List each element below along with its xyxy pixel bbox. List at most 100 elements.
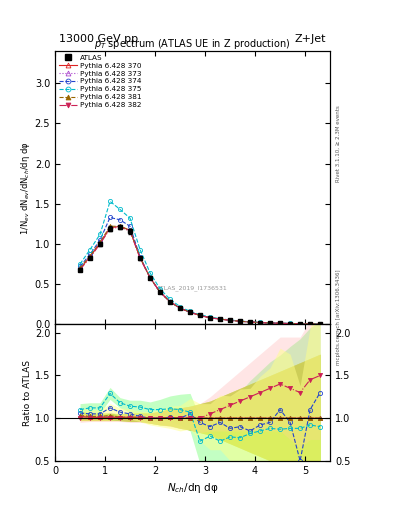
- Pythia 6.428 374: [108, 215, 112, 221]
- Pythia 6.428 382: [218, 316, 222, 322]
- Pythia 6.428 375: [78, 261, 83, 267]
- Pythia 6.428 374: [258, 319, 263, 326]
- Pythia 6.428 381: [168, 298, 173, 305]
- Pythia 6.428 381: [158, 289, 162, 295]
- Pythia 6.428 370: [298, 321, 303, 327]
- Pythia 6.428 374: [288, 321, 292, 327]
- Pythia 6.428 373: [178, 305, 182, 311]
- Pythia 6.428 375: [178, 304, 182, 310]
- Line: Pythia 6.428 374: Pythia 6.428 374: [78, 216, 322, 326]
- Pythia 6.428 375: [168, 296, 173, 303]
- Pythia 6.428 374: [128, 223, 132, 229]
- Pythia 6.428 375: [308, 321, 312, 327]
- Pythia 6.428 382: [128, 228, 132, 234]
- Y-axis label: Ratio to ATLAS: Ratio to ATLAS: [23, 359, 32, 425]
- Pythia 6.428 382: [138, 255, 142, 262]
- Pythia 6.428 381: [268, 320, 272, 326]
- Pythia 6.428 370: [78, 266, 83, 272]
- Pythia 6.428 382: [118, 224, 122, 230]
- Pythia 6.428 382: [98, 241, 103, 247]
- Pythia 6.428 370: [148, 274, 152, 281]
- Pythia 6.428 374: [88, 251, 92, 258]
- Pythia 6.428 373: [248, 319, 252, 325]
- Pythia 6.428 381: [98, 239, 103, 245]
- Pythia 6.428 373: [258, 319, 263, 326]
- Pythia 6.428 375: [298, 321, 303, 327]
- Pythia 6.428 382: [278, 320, 283, 326]
- Pythia 6.428 375: [108, 198, 112, 204]
- Text: 13000 GeV pp: 13000 GeV pp: [59, 33, 138, 44]
- Pythia 6.428 382: [108, 226, 112, 232]
- Pythia 6.428 374: [148, 274, 152, 281]
- Pythia 6.428 370: [88, 254, 92, 260]
- Pythia 6.428 373: [298, 321, 303, 327]
- Pythia 6.428 382: [318, 321, 323, 327]
- Pythia 6.428 374: [168, 298, 173, 305]
- Pythia 6.428 375: [228, 317, 232, 323]
- Pythia 6.428 373: [238, 318, 242, 324]
- Pythia 6.428 381: [298, 321, 303, 327]
- Pythia 6.428 381: [278, 320, 283, 326]
- Pythia 6.428 381: [88, 253, 92, 259]
- Pythia 6.428 370: [228, 317, 232, 323]
- Pythia 6.428 382: [268, 320, 272, 326]
- Line: Pythia 6.428 373: Pythia 6.428 373: [78, 224, 322, 326]
- Pythia 6.428 370: [288, 321, 292, 327]
- Pythia 6.428 374: [248, 319, 252, 325]
- Pythia 6.428 375: [318, 321, 323, 327]
- Pythia 6.428 370: [238, 318, 242, 324]
- Pythia 6.428 370: [198, 312, 202, 318]
- Pythia 6.428 375: [98, 231, 103, 238]
- Pythia 6.428 373: [78, 265, 83, 271]
- Pythia 6.428 370: [178, 305, 182, 311]
- Pythia 6.428 381: [238, 318, 242, 324]
- Pythia 6.428 382: [88, 254, 92, 261]
- Pythia 6.428 375: [198, 312, 202, 318]
- Pythia 6.428 373: [268, 320, 272, 326]
- Pythia 6.428 373: [88, 253, 92, 259]
- Line: Pythia 6.428 370: Pythia 6.428 370: [78, 224, 322, 326]
- Pythia 6.428 375: [88, 246, 92, 252]
- Pythia 6.428 374: [278, 320, 283, 326]
- Pythia 6.428 373: [188, 309, 193, 315]
- Pythia 6.428 370: [278, 320, 283, 326]
- Pythia 6.428 382: [208, 315, 213, 321]
- Y-axis label: 1/N$_{ev}$ dN$_{ev}$/dN$_{ch}$/dη dφ: 1/N$_{ev}$ dN$_{ev}$/dN$_{ch}$/dη dφ: [19, 141, 32, 234]
- Pythia 6.428 374: [118, 217, 122, 223]
- Pythia 6.428 382: [178, 305, 182, 311]
- Pythia 6.428 373: [228, 317, 232, 323]
- Pythia 6.428 375: [158, 286, 162, 292]
- Pythia 6.428 373: [148, 274, 152, 281]
- Pythia 6.428 373: [128, 227, 132, 233]
- Pythia 6.428 373: [138, 254, 142, 261]
- Pythia 6.428 370: [108, 225, 112, 231]
- Pythia 6.428 381: [208, 315, 213, 321]
- Pythia 6.428 381: [128, 227, 132, 233]
- Pythia 6.428 370: [248, 319, 252, 325]
- Line: Pythia 6.428 381: Pythia 6.428 381: [78, 224, 322, 326]
- Pythia 6.428 381: [258, 319, 263, 326]
- Pythia 6.428 381: [228, 317, 232, 323]
- Pythia 6.428 370: [258, 319, 263, 326]
- Line: Pythia 6.428 382: Pythia 6.428 382: [78, 225, 322, 326]
- Pythia 6.428 382: [148, 274, 152, 281]
- Pythia 6.428 370: [318, 321, 323, 327]
- Pythia 6.428 374: [218, 316, 222, 322]
- Pythia 6.428 373: [168, 298, 173, 305]
- Pythia 6.428 381: [288, 321, 292, 327]
- Text: Rivet 3.1.10, ≥ 2.3M events: Rivet 3.1.10, ≥ 2.3M events: [336, 105, 341, 182]
- Pythia 6.428 370: [98, 240, 103, 246]
- Pythia 6.428 381: [188, 309, 193, 315]
- Pythia 6.428 373: [318, 321, 323, 327]
- Pythia 6.428 381: [248, 319, 252, 325]
- Pythia 6.428 375: [138, 246, 142, 252]
- Pythia 6.428 381: [108, 223, 112, 229]
- Pythia 6.428 381: [218, 316, 222, 322]
- Pythia 6.428 382: [158, 289, 162, 295]
- Pythia 6.428 373: [98, 239, 103, 245]
- Title: $p_T$ spectrum (ATLAS UE in Z production): $p_T$ spectrum (ATLAS UE in Z production…: [94, 37, 291, 51]
- Pythia 6.428 375: [128, 215, 132, 221]
- Pythia 6.428 382: [238, 318, 242, 324]
- Pythia 6.428 374: [158, 289, 162, 295]
- Pythia 6.428 374: [268, 320, 272, 326]
